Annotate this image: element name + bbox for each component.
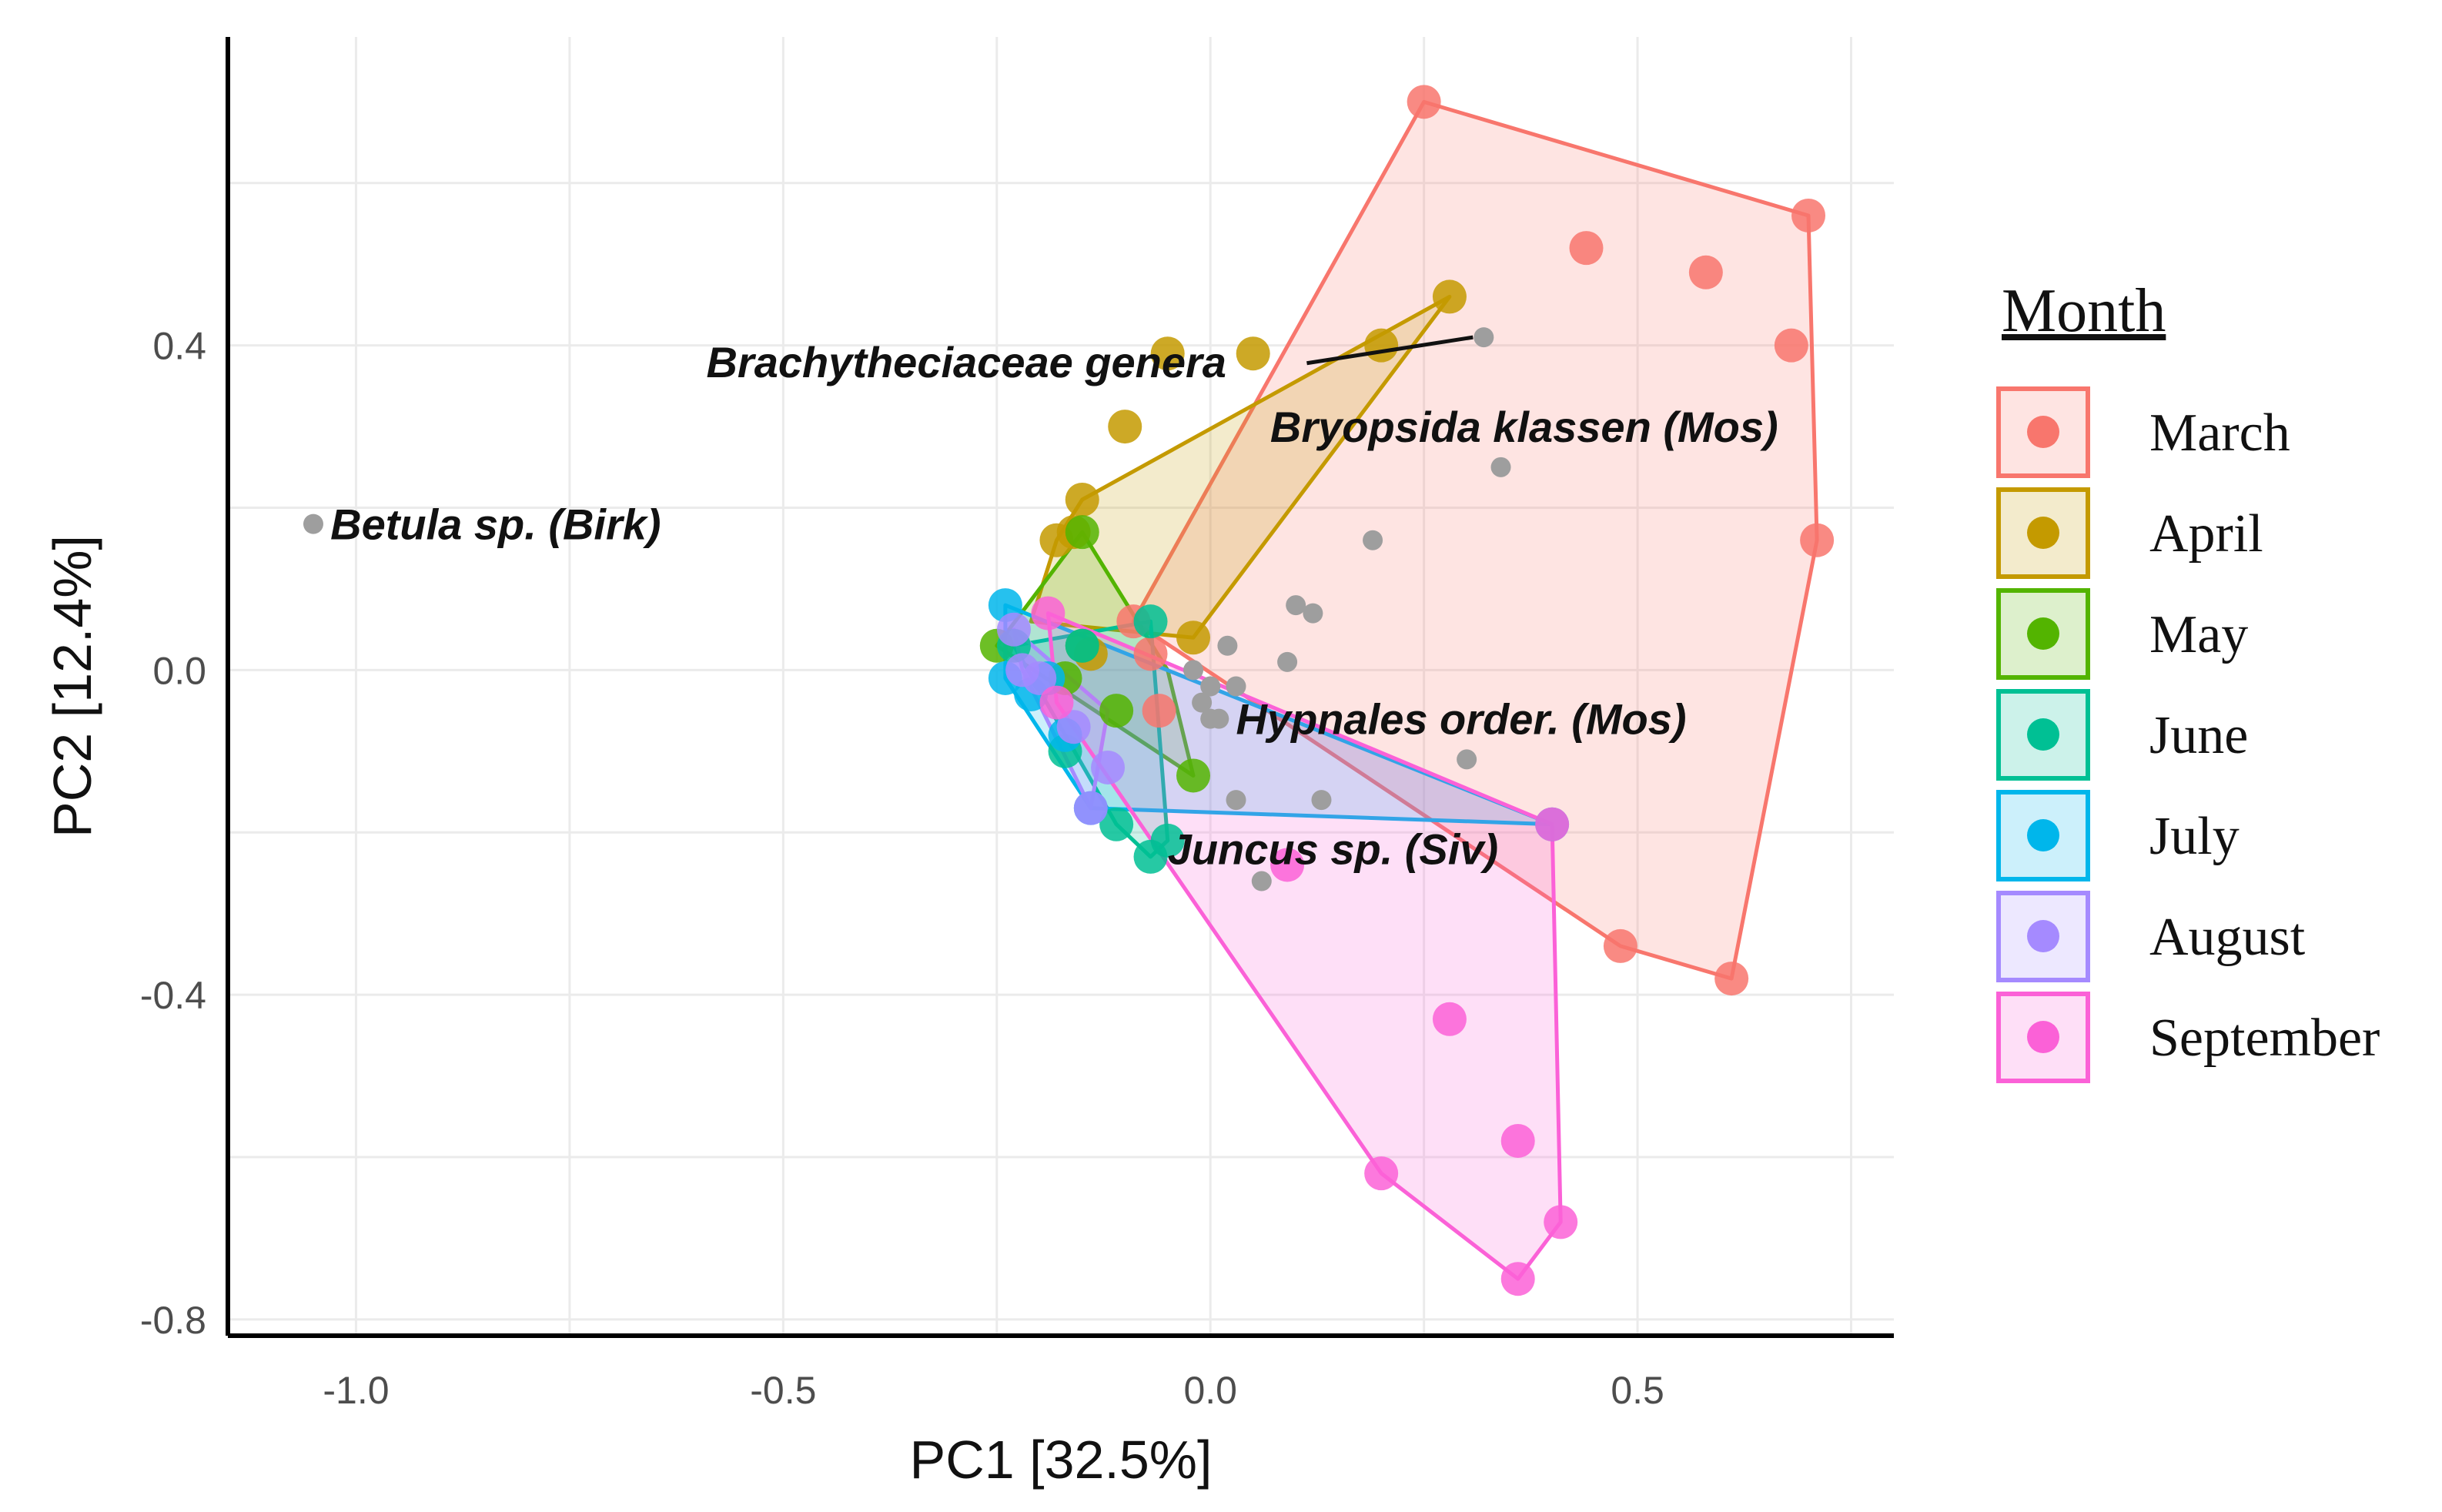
annotation-label: Hypnales order. (Mos): [1236, 695, 1686, 744]
point-april: [1176, 621, 1211, 655]
y-tick-label: -0.8: [140, 1299, 206, 1342]
point-march: [1688, 255, 1723, 289]
species-point: [1303, 603, 1323, 624]
point-may: [1065, 515, 1099, 550]
point-august: [996, 612, 1031, 647]
species-point: [1192, 692, 1213, 713]
legend-title: Month: [2002, 277, 2166, 345]
point-march: [1142, 694, 1176, 728]
legend-dot-april: [2027, 517, 2059, 549]
species-annotations: Betula sp. (Birk) Brachytheciaceae genera…: [330, 335, 1778, 873]
point-june: [1150, 823, 1185, 858]
species-point: [1251, 871, 1272, 891]
legend-label: April: [2149, 504, 2263, 564]
y-axis-title: PC2 [12.4%]: [42, 535, 102, 838]
point-september: [1270, 848, 1305, 882]
species-point: [1200, 676, 1221, 697]
y-tick-label: 0.4: [152, 325, 206, 368]
x-tick-label: 0.0: [1183, 1369, 1237, 1412]
annotation-leader-line: [1306, 335, 1474, 366]
legend-label: June: [2149, 706, 2248, 765]
species-point: [1183, 660, 1204, 681]
species-point: [1226, 676, 1246, 697]
species-point: [1363, 530, 1383, 550]
legend: Month March April May June July August Septemb…: [1996, 277, 2380, 1083]
axis-tick-labels: -1.0 -0.5 0.0 0.5 -0.8 -0.4 0.0 0.4: [140, 325, 1664, 1412]
legend-dot-august: [2027, 920, 2059, 952]
point-september: [1500, 1262, 1535, 1296]
point-june: [1065, 628, 1099, 663]
legend-label: March: [2149, 403, 2290, 463]
species-point: [1217, 635, 1238, 656]
x-tick-label: -1.0: [323, 1369, 389, 1412]
point-april: [1432, 279, 1467, 314]
species-point: [1474, 327, 1494, 348]
point-march: [1603, 928, 1637, 963]
legend-dot-march: [2027, 416, 2059, 448]
point-september: [1039, 685, 1074, 720]
point-april: [1236, 336, 1270, 371]
legend-label: May: [2149, 605, 2248, 664]
species-point: [1226, 790, 1246, 811]
point-april: [1364, 328, 1399, 363]
point-august: [1022, 661, 1057, 695]
annotation-label: Brachytheciaceae genera: [706, 338, 1226, 386]
point-august: [1056, 710, 1091, 744]
point-september: [1031, 596, 1065, 631]
point-september: [1544, 1205, 1578, 1239]
point-april: [1150, 336, 1185, 371]
legend-label: September: [2149, 1009, 2380, 1068]
y-tick-label: 0.0: [152, 649, 206, 692]
species-point: [1209, 708, 1229, 729]
species-point: [1311, 790, 1332, 811]
annotation-label: Juncus sp. (Siv): [1168, 825, 1498, 873]
species-point: [303, 513, 323, 534]
point-march: [1774, 328, 1808, 363]
x-axis-title: PC1 [32.5%]: [910, 1430, 1213, 1490]
point-june: [1133, 604, 1168, 639]
point-august: [1091, 750, 1126, 784]
point-september: [1535, 807, 1570, 841]
point-september: [1364, 1156, 1399, 1191]
species-point: [1457, 749, 1477, 770]
point-may: [1176, 758, 1211, 793]
species-points: [303, 327, 1511, 891]
y-tick-label: -0.4: [140, 974, 206, 1017]
point-may: [1099, 694, 1134, 728]
point-june: [1099, 807, 1134, 841]
point-march: [1569, 231, 1604, 266]
point-march: [1133, 637, 1168, 671]
sample-points: [979, 85, 1835, 1296]
legend-label: July: [2149, 807, 2240, 866]
point-august: [1073, 791, 1108, 825]
point-april: [1065, 482, 1099, 517]
legend-dot-september: [2027, 1021, 2059, 1053]
x-tick-label: -0.5: [750, 1369, 816, 1412]
annotation-label: Betula sp. (Birk): [330, 500, 661, 549]
point-march: [1800, 523, 1835, 557]
point-march: [1791, 198, 1826, 232]
point-april: [1108, 410, 1142, 444]
species-point: [1277, 651, 1298, 672]
annotation-label: Bryopsida klassen (Mos): [1270, 403, 1778, 451]
species-point: [1286, 595, 1306, 616]
point-march: [1407, 85, 1441, 119]
legend-dot-july: [2027, 819, 2059, 851]
point-september: [1432, 1002, 1467, 1036]
axes: [226, 37, 1894, 1338]
point-march: [1714, 962, 1749, 996]
legend-key-march: [1996, 386, 2090, 478]
species-point: [1490, 457, 1511, 477]
point-september: [1500, 1123, 1535, 1158]
legend-dot-june: [2027, 718, 2059, 751]
legend-label: August: [2149, 908, 2306, 967]
legend-dot-may: [2027, 617, 2059, 650]
x-tick-label: 0.5: [1611, 1369, 1664, 1412]
